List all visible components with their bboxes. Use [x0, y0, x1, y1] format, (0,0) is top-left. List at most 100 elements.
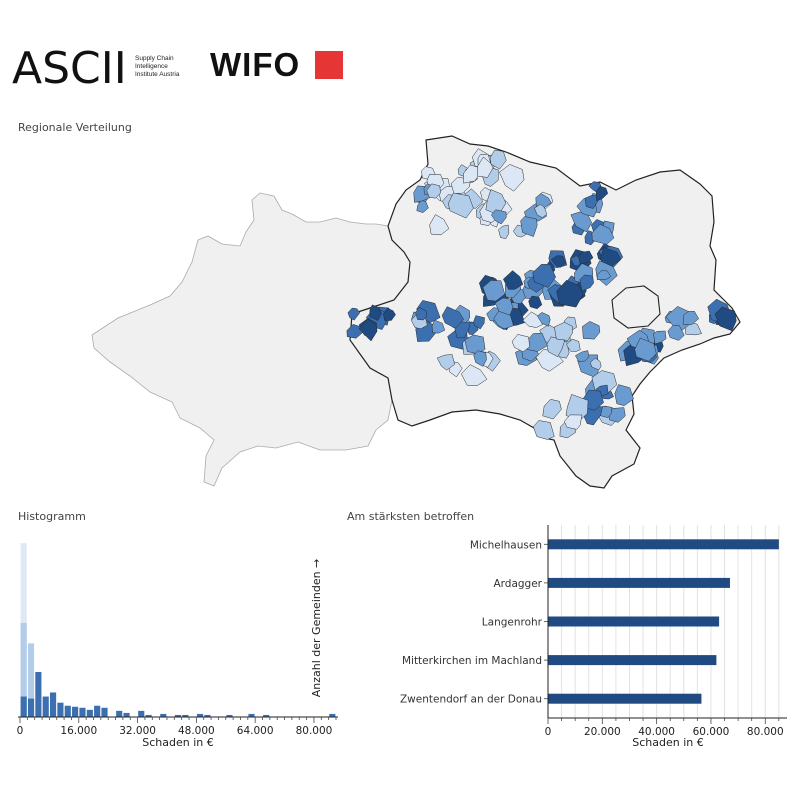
histogram-bar: [263, 714, 270, 717]
histogram-bar: [123, 712, 130, 717]
histogram-bar: [196, 713, 204, 717]
histogram-title: Histogramm: [18, 510, 86, 523]
municipality-shape: [502, 270, 524, 290]
ascii-subtitle-line: Institute Austria: [135, 71, 180, 78]
histogram-bar: [204, 714, 211, 717]
histogram-bar: [79, 707, 86, 717]
municipality-shape: [431, 319, 446, 334]
histogram-bar: [20, 696, 27, 717]
map-region-vienna: [611, 285, 661, 329]
histogram-y-axis-title: Anzahl der Gemeinden →: [310, 559, 323, 698]
municipality-shape: [528, 295, 543, 310]
municipality-shape: [491, 209, 507, 225]
municipality-shape: [533, 420, 555, 440]
municipality-shape: [575, 350, 590, 362]
municipality-shape: [415, 306, 428, 321]
histogram-bar: [182, 714, 189, 717]
municipality-shape: [416, 200, 429, 213]
histogram-bar: [116, 710, 123, 717]
histogram-bar: [226, 714, 233, 717]
municipality-shape: [566, 338, 581, 352]
histogram-bar: [27, 643, 35, 717]
municipality-shape: [511, 334, 530, 353]
municipality-shape: [582, 321, 601, 340]
municipality-shape: [595, 186, 609, 202]
histogram-bar: [138, 710, 145, 717]
category-label: Langenrohr: [482, 617, 543, 629]
histogram-bar: [72, 706, 79, 717]
municipality-shape: [347, 307, 361, 321]
category-label: Michelhausen: [470, 539, 542, 551]
histogram-tick-label: 64.000: [237, 725, 274, 737]
municipality-shape: [494, 297, 514, 316]
bar-axis-tick-label: 80.000: [747, 726, 784, 738]
bar-axis-tick-label: 40.000: [638, 726, 675, 738]
histogram-bars: [20, 543, 336, 717]
histogram-ticks: 0 16.000 32.000 48.000 64.000 80.000: [17, 717, 337, 737]
histogram-bar: [248, 713, 255, 717]
ascii-subtitle-line: Supply Chain: [135, 55, 174, 62]
top-affected-x-axis-title: Schaden in €: [632, 736, 703, 749]
municipality-shape: [477, 156, 494, 178]
municipality-shape: [499, 164, 525, 192]
municipality-shape: [358, 318, 378, 342]
municipality-shape: [447, 192, 474, 219]
municipality-shape: [590, 357, 602, 371]
municipality-shape: [542, 399, 562, 420]
histogram-bar: [49, 692, 57, 717]
municipality-shape: [577, 250, 594, 265]
histogram-bar: [27, 698, 35, 717]
top-affected-bar: [548, 616, 720, 627]
histogram-x-axis-title: Schaden in €: [142, 736, 213, 749]
municipality-layer: [346, 148, 737, 440]
top-affected-ticks: 0 20.000 40.000 60.000 80.000: [545, 718, 784, 738]
municipality-shape: [473, 315, 485, 330]
top-affected-bars: Michelhausen Ardagger Langenrohr Mitterkirc…: [400, 539, 779, 706]
histogram-bar: [101, 707, 108, 717]
municipality-shape: [441, 306, 465, 329]
municipality-shape: [614, 384, 634, 406]
municipality-shape: [556, 279, 584, 308]
municipality-shape: [714, 306, 737, 332]
municipality-shape: [482, 280, 506, 302]
histogram-bar: [94, 705, 101, 717]
map-title: Regionale Verteilung: [18, 121, 132, 134]
bar-axis-tick-label: 20.000: [584, 726, 621, 738]
municipality-shape: [532, 264, 556, 288]
histogram-bar: [64, 705, 71, 717]
category-label: Ardagger: [493, 578, 542, 590]
category-label: Zwentendorf an der Donau: [400, 694, 542, 706]
municipality-shape: [667, 324, 685, 341]
bar-axis-tick-label: 0: [545, 726, 552, 738]
histogram-bar: [160, 713, 167, 717]
municipality-shape: [579, 274, 594, 292]
regional-map: [91, 135, 741, 489]
histogram-bar: [20, 622, 27, 717]
municipality-shape: [473, 350, 487, 367]
map-region-lower-austria: [349, 135, 741, 489]
top-affected-bar: [548, 693, 702, 704]
bar-axis-tick-label: 60.000: [693, 726, 730, 738]
municipality-shape: [426, 183, 441, 199]
municipality-shape: [520, 216, 538, 237]
histogram-tick-label: 16.000: [60, 725, 97, 737]
municipality-shape: [416, 300, 441, 323]
histogram-bar: [174, 714, 182, 717]
category-label: Mitterkirchen im Machland: [402, 655, 542, 667]
histogram-tick-label: 0: [17, 725, 24, 737]
histogram-bar: [86, 709, 93, 717]
top-affected-bar: [548, 655, 717, 666]
municipality-shape: [460, 364, 488, 386]
municipality-shape: [554, 322, 573, 341]
histogram-tick-label: 32.000: [119, 725, 156, 737]
top-affected-bar: [548, 539, 779, 550]
histogram-bar: [42, 696, 49, 717]
wifo-logo-square: [315, 51, 343, 79]
histogram-bar: [145, 714, 152, 717]
histogram-bar: [57, 702, 64, 717]
histogram-tick-label: 48.000: [178, 725, 215, 737]
top-affected-bar: [548, 577, 730, 588]
municipality-shape: [490, 149, 507, 170]
histogram-bar: [329, 713, 336, 717]
